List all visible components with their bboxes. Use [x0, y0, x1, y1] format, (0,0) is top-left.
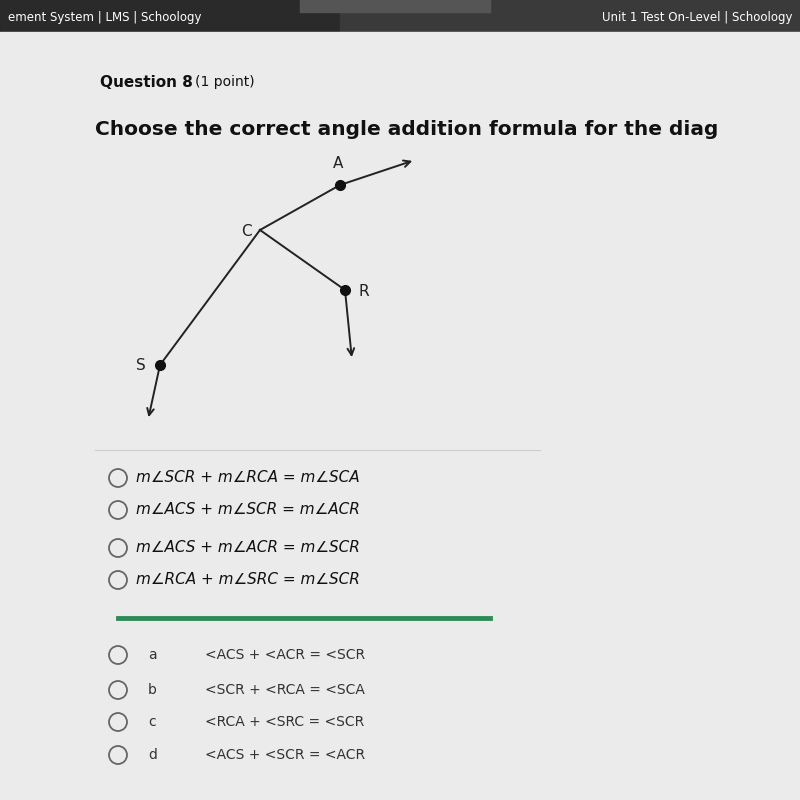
Text: (1 point): (1 point) [195, 75, 254, 89]
Text: d: d [148, 748, 157, 762]
Text: A: A [333, 156, 343, 171]
Text: c: c [148, 715, 156, 729]
Text: <ACS + <ACR = <SCR: <ACS + <ACR = <SCR [205, 648, 365, 662]
Text: m∠RCA + m∠SRC = m∠SCR: m∠RCA + m∠SRC = m∠SCR [136, 573, 360, 587]
Text: Question 8: Question 8 [100, 75, 193, 90]
Text: a: a [148, 648, 157, 662]
Text: ement System | LMS | Schoology: ement System | LMS | Schoology [8, 10, 202, 23]
Text: <ACS + <SCR = <ACR: <ACS + <SCR = <ACR [205, 748, 365, 762]
Text: Choose the correct angle addition formula for the diag: Choose the correct angle addition formul… [95, 120, 718, 139]
Text: m∠ACS + m∠SCR = m∠ACR: m∠ACS + m∠SCR = m∠ACR [136, 502, 360, 518]
Text: C: C [241, 225, 251, 239]
Text: R: R [359, 285, 370, 299]
Text: <RCA + <SRC = <SCR: <RCA + <SRC = <SCR [205, 715, 364, 729]
Text: <SCR + <RCA = <SCA: <SCR + <RCA = <SCA [205, 683, 365, 697]
Text: b: b [148, 683, 157, 697]
Text: m∠SCR + m∠RCA = m∠SCA: m∠SCR + m∠RCA = m∠SCA [136, 470, 360, 486]
Text: S: S [136, 358, 146, 373]
Text: Unit 1 Test On-Level | Schoology: Unit 1 Test On-Level | Schoology [602, 10, 792, 23]
Text: m∠ACS + m∠ACR = m∠SCR: m∠ACS + m∠ACR = m∠SCR [136, 541, 360, 555]
